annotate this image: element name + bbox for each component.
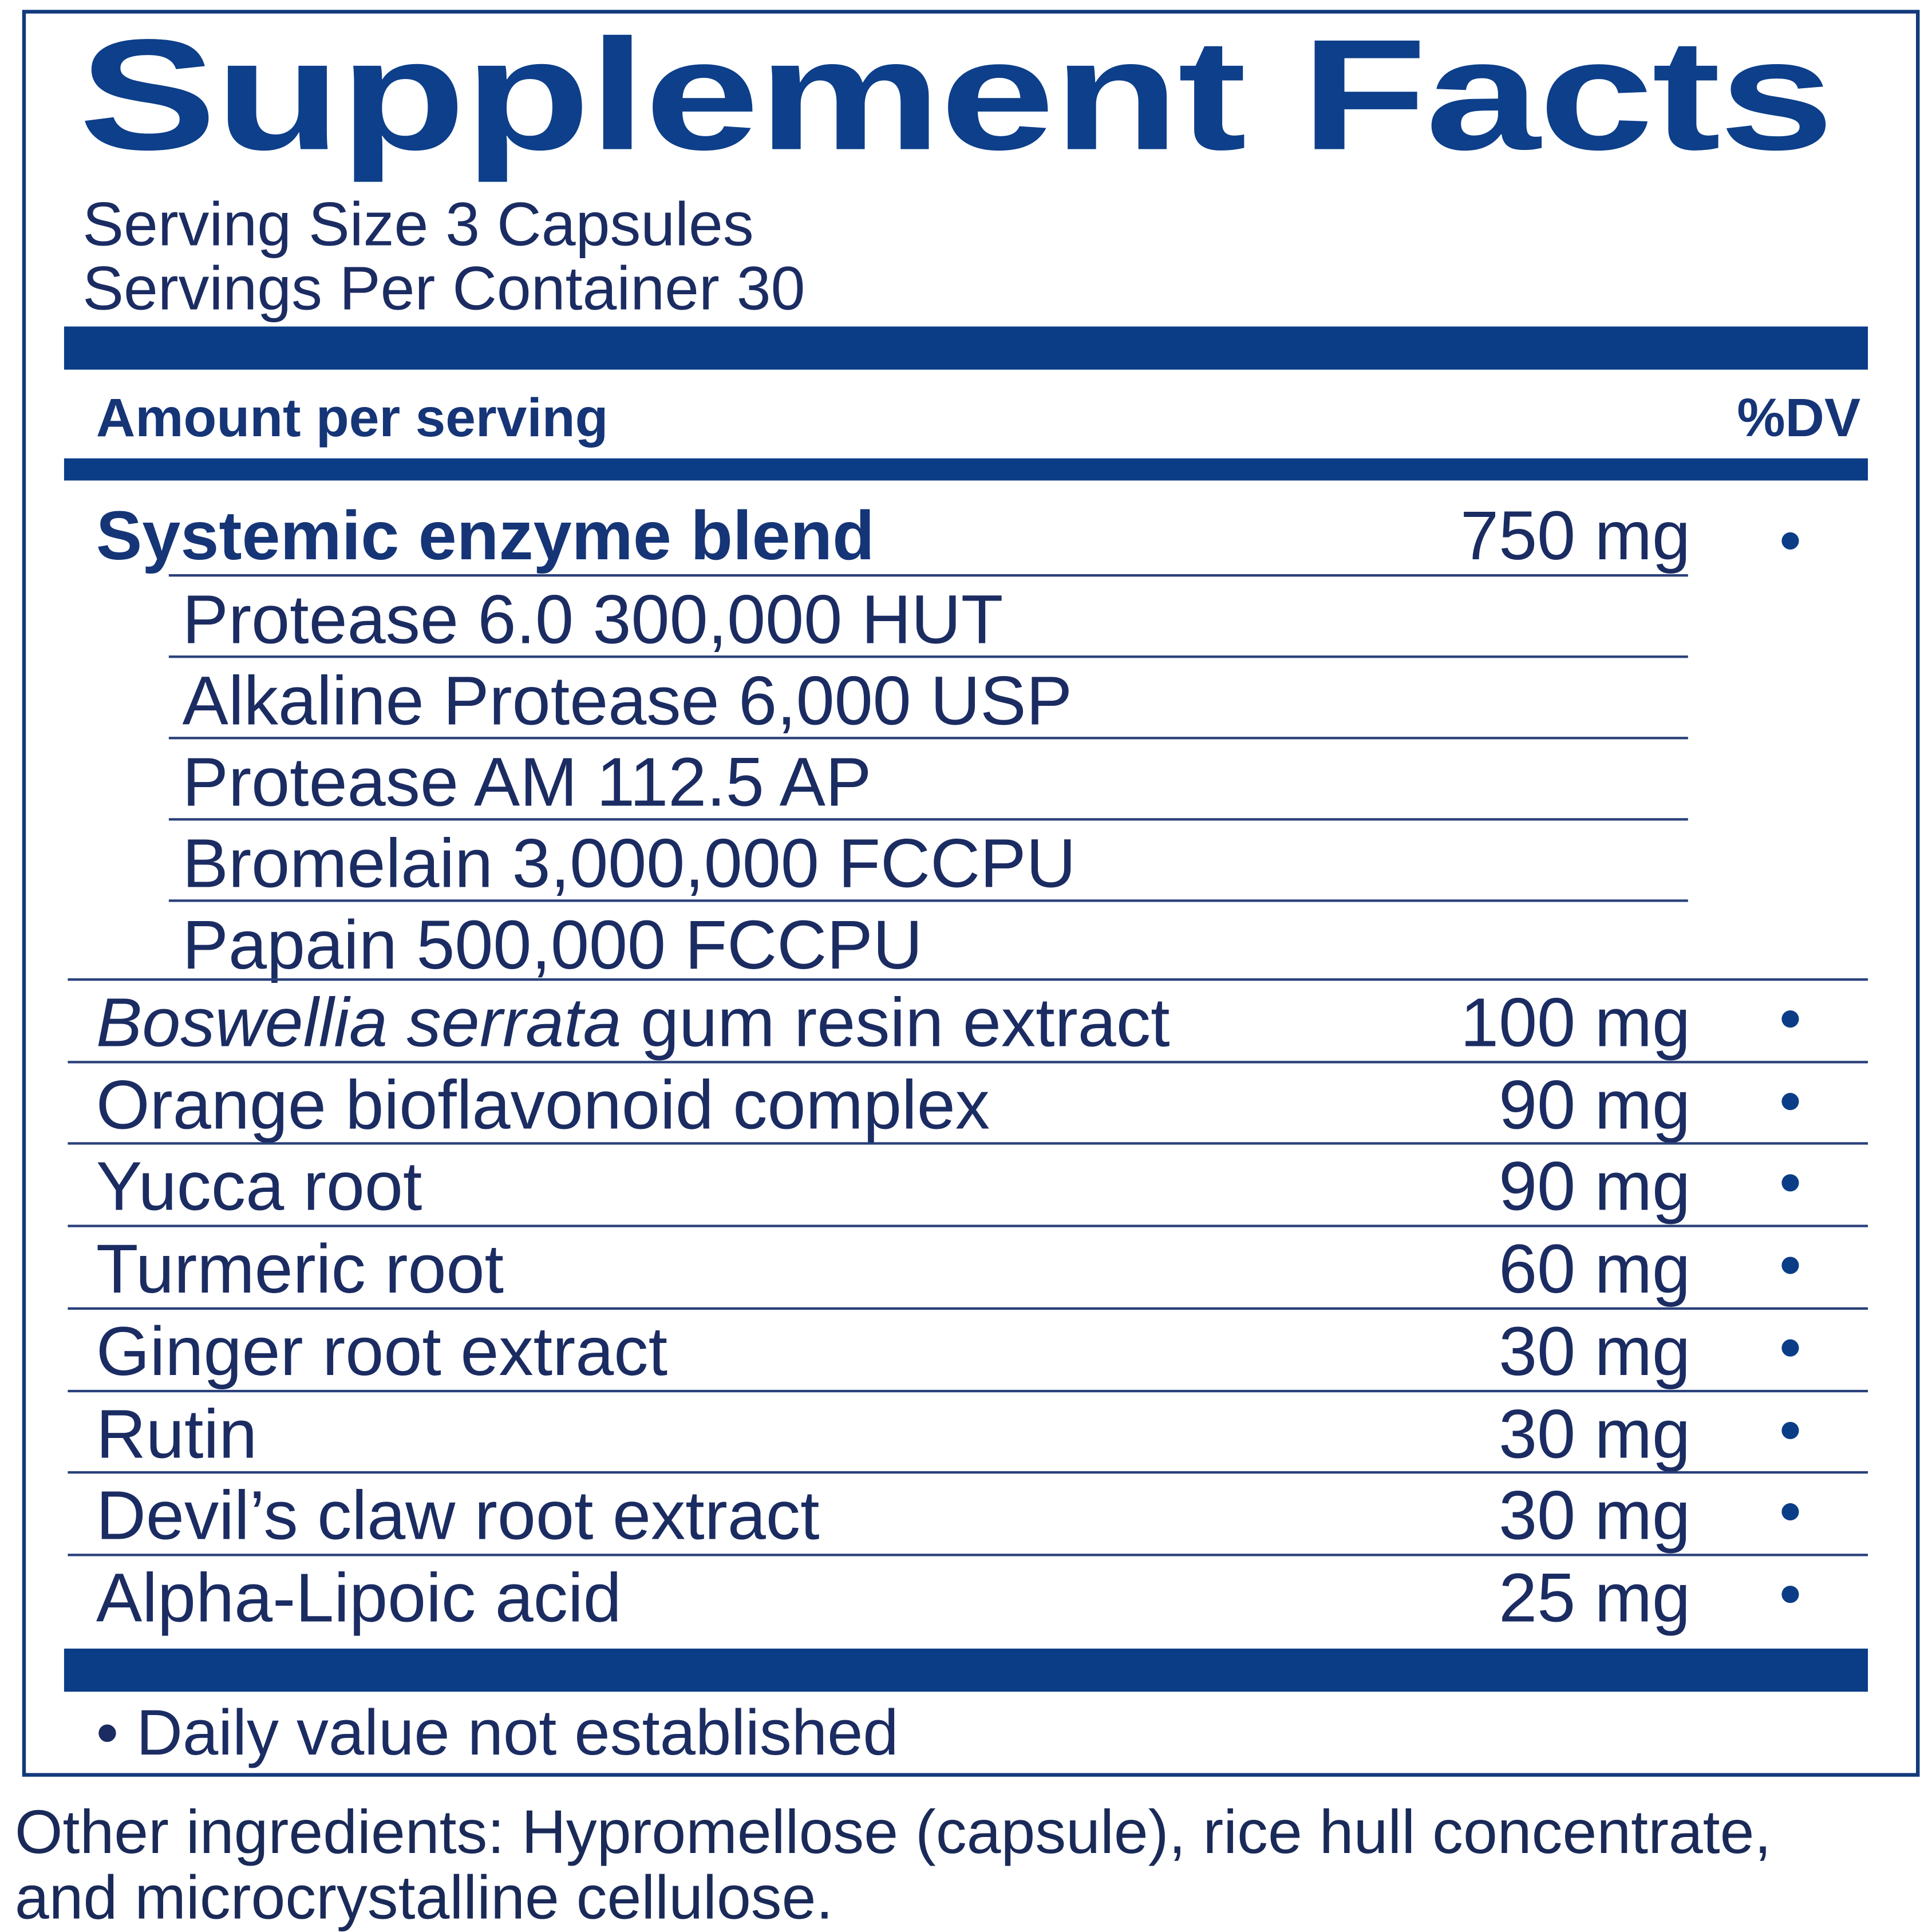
blend-component: Alkaline Protease 6,000 USP	[182, 661, 1073, 740]
ingredient-name: Orange bioflavonoid complex	[96, 1070, 990, 1140]
row-divider	[68, 1307, 1868, 1310]
dv-not-established-bullet	[1781, 532, 1799, 550]
ingredient-amount: 90 mg	[1499, 1147, 1691, 1226]
ingredient-name-text: Turmeric root	[96, 1230, 504, 1307]
sub-row-divider	[168, 655, 1688, 658]
dv-not-established-bullet	[1781, 1092, 1799, 1110]
dv-not-established-bullet	[1781, 1175, 1799, 1192]
blend-component: Protease AM 112.5 AP	[182, 742, 872, 821]
ingredient-name-text: Rutin	[96, 1394, 258, 1472]
dv-not-established-bullet	[1781, 1010, 1799, 1028]
row-divider	[68, 1553, 1868, 1556]
row-divider	[68, 1143, 1868, 1145]
sub-row-divider	[168, 818, 1688, 821]
ingredient-amount: 90 mg	[1499, 1065, 1691, 1143]
ingredient-name: Boswellia serrata gum resin extract	[96, 987, 1170, 1057]
label-title: Supplement Facts	[78, 7, 1834, 184]
row-divider	[68, 1471, 1868, 1474]
thick-divider	[64, 326, 1868, 370]
footnote: • Daily value not established	[96, 1698, 899, 1769]
serving-size: Serving Size 3 Capsules	[82, 189, 754, 259]
row-divider	[68, 978, 1868, 981]
ingredient-amount: 30 mg	[1499, 1476, 1691, 1554]
ingredient-name-text: Orange bioflavonoid complex	[96, 1065, 990, 1143]
ingredient-name: Alpha-Lipoic acid	[96, 1563, 622, 1633]
ingredient-name: Yucca root	[96, 1152, 422, 1222]
label-frame	[22, 10, 1920, 1777]
row-divider	[68, 1224, 1868, 1227]
dv-not-established-bullet	[1781, 1339, 1799, 1357]
ingredient-name-text: Yucca root	[96, 1147, 422, 1226]
thick-divider-bottom	[64, 1648, 1868, 1692]
blend-name: Systemic enzyme blend	[96, 496, 875, 575]
blend-component: Bromelain 3,000,000 FCCPU	[182, 824, 1076, 902]
ingredient-name-text: Ginger root extract	[96, 1311, 668, 1390]
sub-row-divider	[168, 899, 1688, 902]
dv-not-established-bullet	[1781, 1503, 1799, 1521]
dv-not-established-bullet	[1781, 1421, 1799, 1439]
other-ingredients-line2: and microcrystalline cellulose.	[14, 1863, 833, 1932]
ingredient-amount: 30 mg	[1499, 1394, 1691, 1472]
ingredient-amount: 100 mg	[1460, 983, 1691, 1061]
ingredient-amount: 25 mg	[1499, 1558, 1691, 1637]
blend-amount: 750 mg	[1460, 496, 1691, 575]
ingredient-name-text: gum resin extract	[621, 983, 1170, 1061]
row-divider	[68, 1060, 1868, 1063]
ingredient-name: Turmeric root	[96, 1234, 504, 1304]
dv-not-established-bullet	[1781, 1257, 1799, 1274]
header-dv: %DV	[1737, 388, 1861, 449]
dv-not-established-bullet	[1781, 1585, 1799, 1603]
sub-row-divider	[168, 574, 1688, 577]
sub-row-divider	[168, 737, 1688, 740]
blend-component: Protease 6.0 300,000 HUT	[182, 580, 1003, 658]
blend-component: Papain 500,000 FCCPU	[182, 906, 923, 983]
medium-divider	[64, 458, 1868, 481]
ingredient-name: Rutin	[96, 1398, 257, 1468]
header-amount-per-serving: Amount per serving	[96, 388, 609, 449]
ingredient-name-italic: Boswellia serrata	[96, 983, 622, 1061]
row-divider	[68, 1389, 1868, 1392]
servings-per-container: Servings Per Container 30	[82, 254, 805, 323]
ingredient-name: Ginger root extract	[96, 1316, 667, 1386]
ingredient-name-text: Alpha-Lipoic acid	[96, 1558, 622, 1637]
other-ingredients-line1: Other ingredients: Hypromellose (capsule…	[14, 1797, 1772, 1867]
ingredient-amount: 60 mg	[1499, 1230, 1691, 1307]
ingredient-name-text: Devil’s claw root extract	[96, 1476, 820, 1554]
ingredient-amount: 30 mg	[1499, 1311, 1691, 1390]
ingredient-name: Devil’s claw root extract	[96, 1481, 820, 1551]
